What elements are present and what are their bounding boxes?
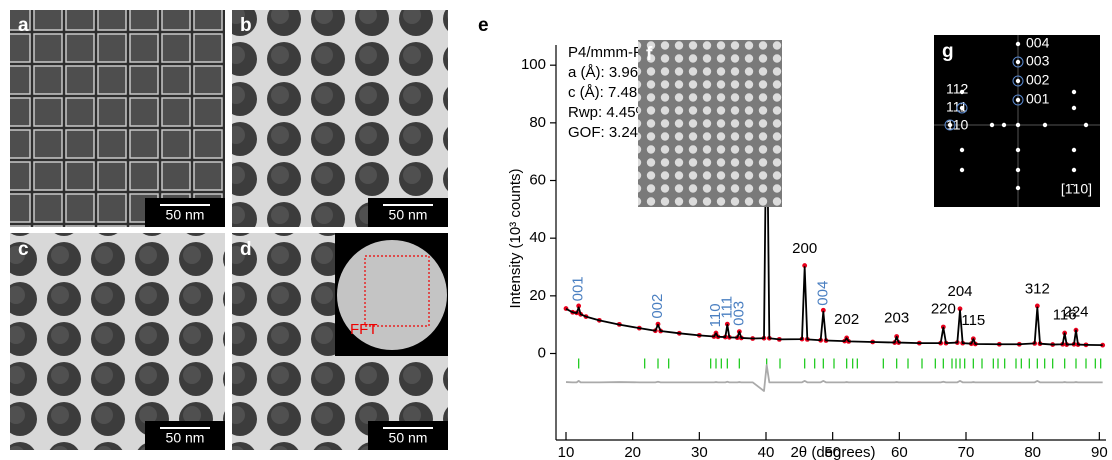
panel-label: e <box>478 15 489 36</box>
x-tick-label: 90 <box>1091 444 1108 460</box>
peak-label: 004 <box>814 281 831 306</box>
fft-spot <box>960 148 964 152</box>
panel-label: d <box>240 239 252 260</box>
peak-label: 220 <box>931 301 956 318</box>
x-tick-label: 10 <box>558 444 575 460</box>
scale-bar-label: 50 nm <box>166 207 205 223</box>
peak-label: 001 <box>570 276 587 301</box>
peak-label: 202 <box>834 311 859 328</box>
panel-label: c <box>18 239 29 260</box>
index-label: 004 <box>1026 35 1050 51</box>
scale-bar-label: 50 nm <box>166 430 205 446</box>
panel-a: a 50 nm <box>10 10 225 227</box>
peak-label: 312 <box>1025 280 1050 297</box>
annotation: GOF: 3.24 <box>568 124 638 141</box>
index-label: 001 <box>1026 91 1050 107</box>
panel-label: b <box>240 15 252 36</box>
panel-b: b 50 nm <box>232 10 448 227</box>
fft-spot <box>1072 148 1076 152</box>
panel-c: c 50 nm <box>10 233 225 450</box>
x-tick-label: 40 <box>758 444 775 460</box>
zone-axis: [1̄10] <box>1061 181 1092 197</box>
index-label: 112 <box>946 81 969 97</box>
fft-spot <box>1016 42 1020 46</box>
fft-spot <box>1016 60 1020 64</box>
fft-spot <box>960 106 964 110</box>
peak-label: 224 <box>1063 303 1088 320</box>
fft-spot <box>960 168 964 172</box>
fft-spot <box>1016 168 1020 172</box>
fft-spot <box>1016 79 1020 83</box>
y-tick-label: 100 <box>521 56 546 73</box>
y-tick-label: 20 <box>529 287 546 304</box>
micrograph <box>10 233 225 450</box>
fft-spot <box>990 123 994 127</box>
fft-spot <box>1072 90 1076 94</box>
panel-label: g <box>942 41 954 62</box>
peak-label: 204 <box>947 283 972 300</box>
x-tick-label: 80 <box>1024 444 1041 460</box>
hrtem-image <box>638 40 782 207</box>
fft-spot <box>1084 123 1088 127</box>
annotation: c (Å): 7.485 <box>568 84 646 101</box>
micrograph <box>232 10 448 227</box>
fft-label: FFT <box>350 321 378 338</box>
panel-label: f <box>646 44 653 65</box>
fft-spot <box>948 123 952 127</box>
x-tick-label: 30 <box>691 444 708 460</box>
y-tick-label: 80 <box>529 114 546 131</box>
index-label: 002 <box>1026 72 1050 88</box>
peak-label: 115 <box>961 312 985 329</box>
scale-bar-label: 50 nm <box>389 207 428 223</box>
figure: a 50 nm b 50 nm c 50 nm d FFT 50 nm e 0 2… <box>0 0 1112 460</box>
fft-spot <box>1016 98 1020 102</box>
peak-label: 002 <box>649 294 666 319</box>
micrograph <box>10 10 225 227</box>
fft-spot <box>1016 123 1020 127</box>
x-axis-label: 2θ (degrees) <box>790 444 875 460</box>
y-tick-label: 40 <box>529 229 546 246</box>
annotation: a (Å): 3.966 <box>568 64 646 81</box>
inset-g: g 004 003 002 001 112 111 110 [1̄10] <box>934 35 1100 207</box>
fft-spot <box>1016 186 1020 190</box>
fft-spot <box>1072 168 1076 172</box>
fft-spot <box>1043 123 1047 127</box>
y-tick-label: 0 <box>538 344 546 361</box>
y-tick-label: 60 <box>529 171 546 188</box>
inset-f: f <box>638 40 782 207</box>
index-label: 003 <box>1026 53 1050 69</box>
annotation: Rwp: 4.45% <box>568 104 649 121</box>
x-tick-label: 60 <box>891 444 908 460</box>
peak-label: 203 <box>884 310 909 327</box>
fft-spot <box>960 90 964 94</box>
fft-spot <box>1072 106 1076 110</box>
fft-spot <box>1016 148 1020 152</box>
peak-label: 200 <box>792 240 817 257</box>
panel-label: a <box>18 15 29 36</box>
scale-bar-label: 50 nm <box>389 430 428 446</box>
panel-d: d FFT 50 nm <box>232 233 448 450</box>
x-tick-label: 70 <box>958 444 975 460</box>
y-axis-label: Intensity (10³ counts) <box>507 168 524 308</box>
peak-label: 003 <box>730 301 747 326</box>
x-tick-label: 20 <box>624 444 641 460</box>
fft-spot <box>1002 123 1006 127</box>
